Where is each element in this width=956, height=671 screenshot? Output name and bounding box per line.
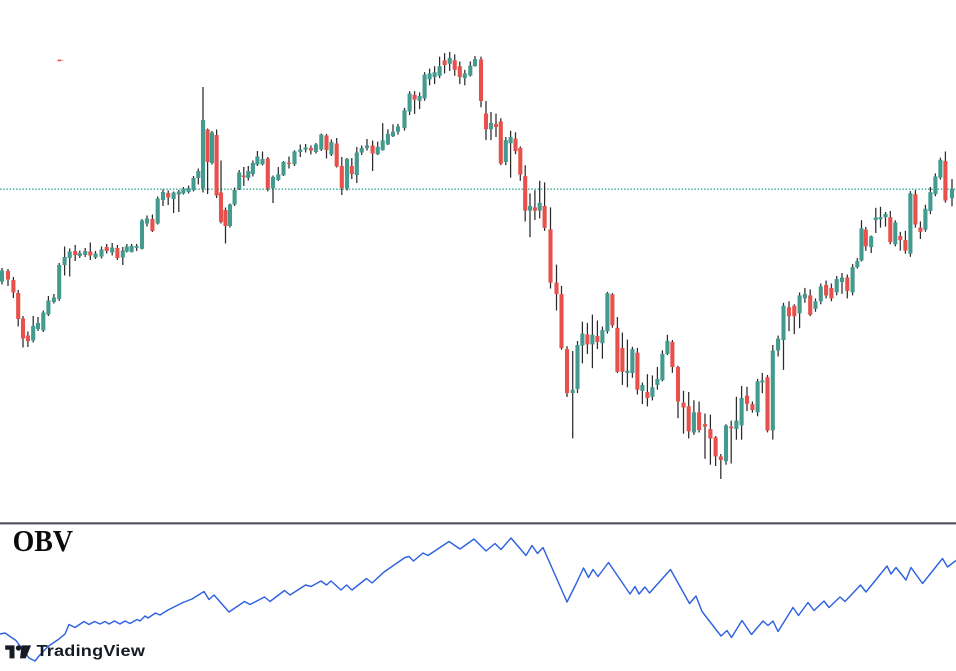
svg-text:OBV: OBV <box>13 525 73 559</box>
svg-text:TradingView: TradingView <box>37 642 146 660</box>
